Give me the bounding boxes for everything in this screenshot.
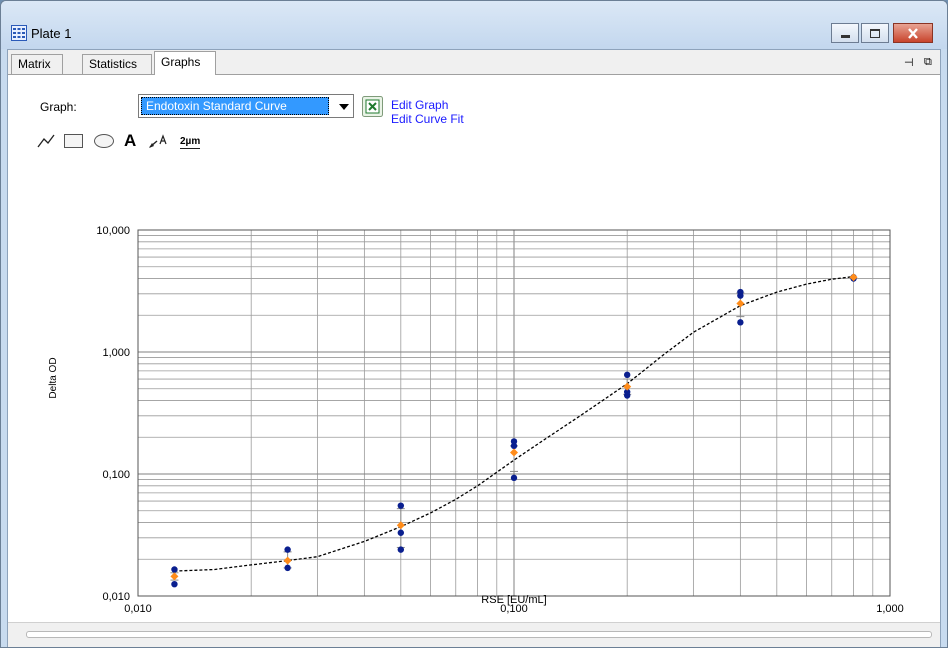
edit-curve-fit-link[interactable]: Edit Curve Fit (391, 112, 464, 126)
edit-graph-link[interactable]: Edit Graph (391, 98, 449, 112)
graph-dropdown[interactable]: Endotoxin Standard Curve (138, 94, 354, 118)
x-tick-label: 1,000 (876, 603, 904, 615)
graph-dropdown-value: Endotoxin Standard Curve (141, 97, 329, 115)
measure-tool-icon[interactable]: 2µm (180, 134, 201, 149)
x-axis-label: RSE [EU/mL] (481, 594, 546, 606)
excel-icon[interactable] (362, 96, 383, 117)
replicate-point (510, 442, 518, 450)
tab-strip: Matrix Statistics Graphs ⊣ ⧉ (8, 50, 940, 75)
replicate-point (284, 546, 291, 553)
mean-point-layer (170, 273, 858, 581)
minimize-icon (840, 34, 850, 38)
pin-icon[interactable]: ⊣ (904, 57, 914, 69)
ellipse-tool-icon (94, 134, 114, 148)
mean-point (396, 521, 405, 530)
arrow-text-tool-button[interactable] (148, 132, 172, 150)
mean-point (736, 299, 745, 308)
title-bar[interactable]: Plate 1 (1, 1, 947, 49)
y-tick-label: 0,100 (102, 469, 130, 481)
tab-matrix[interactable]: Matrix (11, 54, 63, 74)
line-tool-icon (37, 134, 55, 148)
arrow-text-tool-icon (149, 134, 167, 148)
replicate-point (397, 529, 405, 536)
x-tick-label: 0,010 (124, 603, 152, 615)
ellipse-tool-button[interactable] (94, 132, 114, 150)
minimize-button[interactable] (831, 23, 859, 43)
tab-graphs[interactable]: Graphs (154, 51, 216, 75)
plate-icon (11, 25, 27, 41)
horizontal-scrollbar[interactable] (26, 631, 932, 638)
replicate-point (623, 388, 631, 396)
mean-point (623, 382, 632, 391)
rectangle-tool-icon (64, 134, 83, 148)
plot-frame (137, 229, 891, 597)
y-tick-label: 0,010 (102, 591, 130, 603)
mean-point (170, 572, 179, 581)
replicate-point (737, 319, 744, 326)
replicate-point (284, 564, 291, 572)
replicate-point (510, 438, 518, 445)
replicate-point (510, 474, 518, 482)
replicate-point (737, 288, 744, 296)
tick-label-layer: 0,010 0,100 1,000 0,010 0,100 1,000 10,000 (96, 225, 903, 615)
bottom-bar (8, 622, 940, 647)
replicate-point (623, 371, 631, 379)
float-icon[interactable]: ⧉ (924, 56, 932, 68)
endotoxin-chart: 0,010 0,100 1,000 0,010 0,100 1,000 10,000 RSE… (48, 225, 904, 615)
text-tool-icon[interactable]: A (124, 131, 137, 150)
maximize-button[interactable] (861, 23, 889, 43)
x-tick-label: 0,100 (500, 603, 528, 615)
y-tick-label: 1,000 (102, 347, 130, 359)
graph-label: Graph: (40, 100, 77, 114)
rectangle-tool-button[interactable] (64, 132, 83, 150)
chevron-down-icon (339, 104, 349, 110)
mean-point (510, 448, 518, 457)
chart-grid (137, 229, 891, 597)
replicate-point (171, 580, 178, 588)
close-icon (908, 27, 918, 39)
mean-point (849, 273, 858, 282)
mean-point (283, 556, 292, 565)
close-button[interactable] (893, 23, 933, 43)
replicate-point (397, 546, 405, 553)
replicate-point (171, 566, 178, 573)
error-bar-layer (170, 292, 745, 581)
plate-content: Matrix Statistics Graphs ⊣ ⧉ Graph: Endo… (7, 49, 941, 647)
window-title: Plate 1 (31, 26, 72, 41)
line-tool-button[interactable] (36, 132, 56, 150)
tab-statistics[interactable]: Statistics (82, 54, 152, 74)
y-axis-label: Delta OD (48, 357, 59, 398)
y-tick-label: 10,000 (96, 225, 130, 237)
replicate-point (397, 502, 405, 509)
maximize-icon (870, 28, 880, 38)
